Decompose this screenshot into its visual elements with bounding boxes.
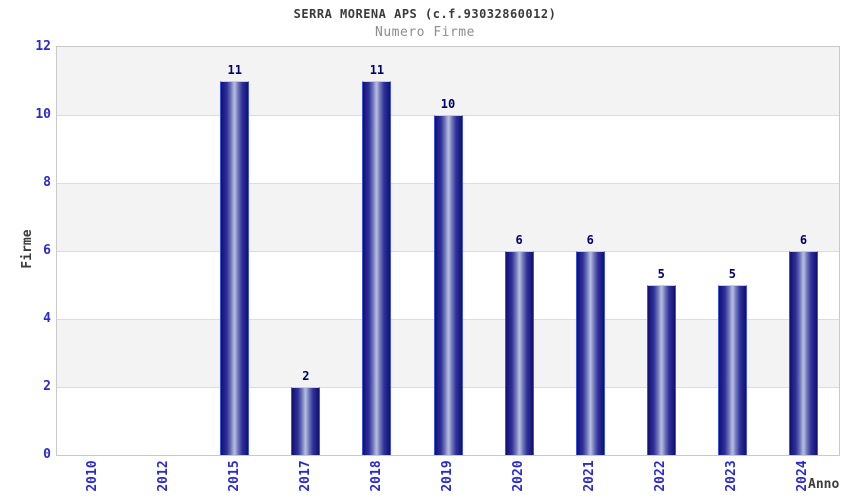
bar-slot: 10 [412, 47, 483, 455]
bar [362, 81, 392, 455]
bar-slot: 5 [626, 47, 697, 455]
bar-value-label: 2 [302, 369, 310, 383]
bar [220, 81, 250, 455]
x-tick-label: 2010 [84, 460, 100, 492]
y-tick-label: 12 [35, 39, 51, 54]
bar-value-label: 5 [728, 267, 736, 281]
chart-title: SERRA MORENA APS (c.f.93032860012) [293, 7, 557, 21]
bar [433, 115, 463, 455]
bar [646, 285, 676, 455]
x-tick-label: 2018 [368, 460, 384, 492]
bar [717, 285, 747, 455]
bar [788, 251, 818, 455]
y-tick-label: 10 [35, 107, 51, 122]
bar-slot [128, 47, 199, 455]
y-axis-title: Firme [20, 229, 35, 269]
bar-slot: 6 [768, 47, 839, 455]
bar-value-label: 6 [515, 233, 523, 247]
x-tick-label: 2021 [582, 460, 598, 492]
x-axis-title: Anno [808, 477, 840, 492]
bar-slot: 11 [341, 47, 412, 455]
y-tick-label: 6 [43, 243, 51, 258]
bar-value-label: 10 [440, 97, 456, 111]
bar [291, 387, 321, 455]
x-tick-label: 2012 [155, 460, 171, 492]
bar-slot: 2 [270, 47, 341, 455]
bar [575, 251, 605, 455]
y-tick-label: 2 [43, 379, 51, 394]
chart-subtitle: Numero Firme [375, 25, 475, 40]
bar-slot: 11 [199, 47, 270, 455]
x-tick-label: 2019 [440, 460, 455, 492]
bar-value-label: 11 [369, 63, 385, 77]
x-tick-label: 2015 [226, 460, 242, 492]
y-tick-label: 4 [43, 311, 51, 326]
bar-value-label: 6 [586, 233, 594, 247]
bar-slot: 6 [484, 47, 555, 455]
plot-area: 11 2 11 10 6 6 5 5 6 [56, 46, 840, 456]
x-tick-label: 2020 [511, 460, 527, 492]
bar-value-label: 6 [799, 233, 808, 247]
x-tick-label: 2017 [297, 460, 313, 492]
bar-value-label: 5 [657, 267, 665, 281]
bar [504, 251, 534, 455]
bar-slot [57, 47, 128, 455]
x-tick-label: 2022 [653, 460, 669, 492]
bar-value-label: 11 [227, 63, 242, 77]
bar-slot: 5 [697, 47, 768, 455]
x-tick-label: 2023 [724, 460, 740, 492]
bar-slot: 6 [555, 47, 626, 455]
y-tick-label: 0 [43, 447, 51, 462]
y-tick-label: 8 [43, 175, 51, 190]
